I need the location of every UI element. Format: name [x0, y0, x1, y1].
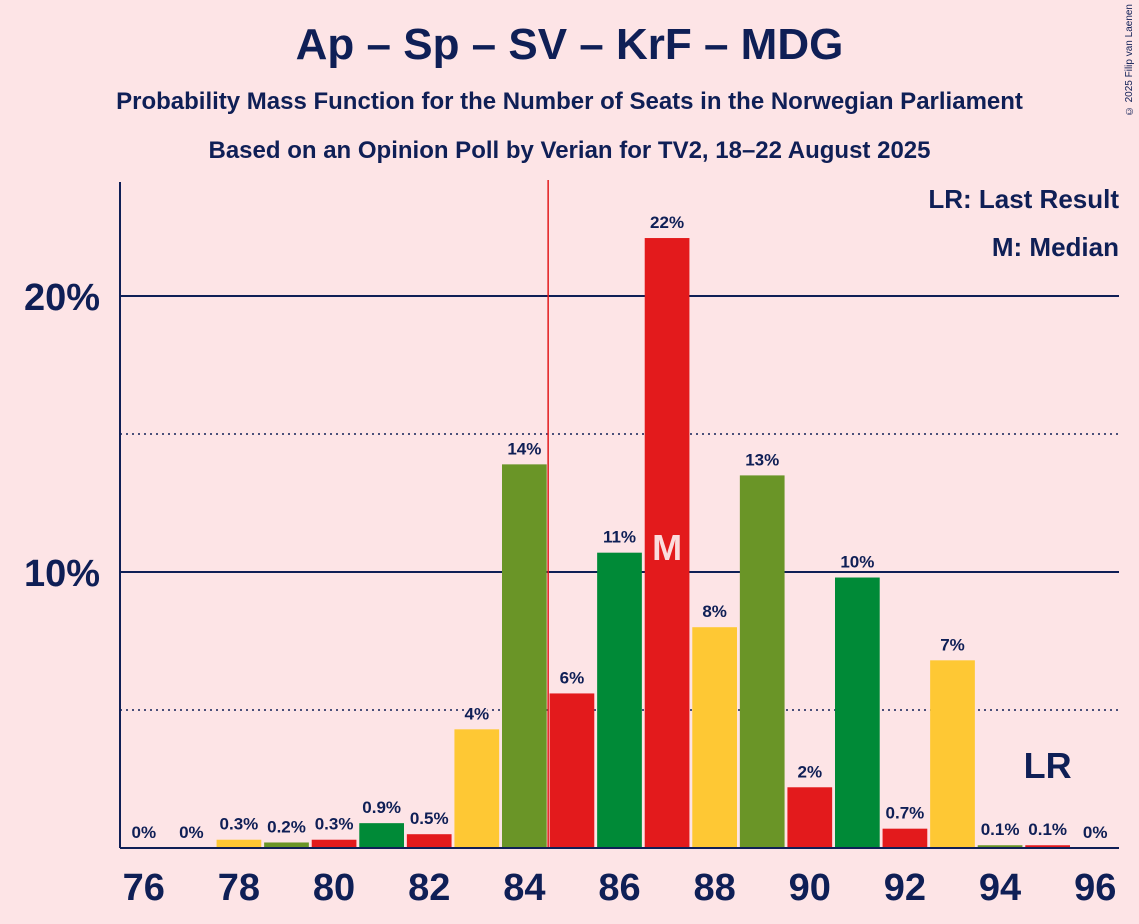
bar-93 — [930, 660, 975, 848]
bar-90 — [787, 787, 833, 848]
data-label-78: 0.3% — [220, 815, 259, 834]
data-label-90: 2% — [797, 762, 822, 781]
bar-78 — [216, 839, 262, 848]
bar-95 — [1025, 845, 1071, 848]
bar-91 — [834, 577, 880, 848]
bar-86 — [597, 552, 642, 848]
bar-81 — [359, 823, 405, 848]
bar-85 — [549, 693, 595, 848]
bar-92 — [882, 828, 928, 848]
bar-87 — [644, 238, 690, 849]
bar-79 — [264, 842, 309, 848]
x-tick-label: 90 — [789, 867, 831, 909]
x-tick-label: 78 — [218, 867, 260, 909]
x-tick-label: 96 — [1074, 867, 1116, 909]
bar-94 — [977, 845, 1023, 848]
bar-82 — [406, 834, 452, 848]
data-label-85: 6% — [560, 668, 585, 687]
data-label-76: 0% — [131, 823, 156, 842]
chart-subtitle: Probability Mass Function for the Number… — [116, 88, 1023, 115]
x-tick-label: 92 — [884, 867, 926, 909]
data-label-77: 0% — [179, 823, 204, 842]
bar-84 — [501, 464, 547, 848]
data-label-80: 0.3% — [315, 815, 354, 834]
data-label-81: 0.9% — [362, 798, 401, 817]
bar-89 — [739, 475, 785, 848]
data-label-87: 22% — [650, 213, 684, 232]
data-label-89: 13% — [745, 450, 779, 469]
data-label-92: 0.7% — [886, 804, 925, 823]
x-tick-label: 76 — [123, 867, 165, 909]
y-tick-label: 20% — [24, 277, 100, 319]
data-label-95: 0.1% — [1028, 820, 1067, 839]
data-label-94: 0.1% — [981, 820, 1020, 839]
data-label-86: 11% — [603, 528, 636, 547]
x-tick-label: 94 — [979, 867, 1021, 909]
last-result-marker: LR — [1024, 745, 1072, 786]
chart-subtitle-source: Based on an Opinion Poll by Verian for T… — [208, 137, 931, 164]
data-label-96: 0% — [1083, 823, 1108, 842]
data-label-84: 14% — [507, 439, 541, 458]
bar-83 — [454, 729, 500, 848]
median-marker: M — [652, 527, 682, 568]
y-tick-label: 10% — [24, 553, 100, 595]
x-tick-label: 88 — [694, 867, 736, 909]
x-tick-label: 86 — [598, 867, 640, 909]
data-label-88: 8% — [702, 602, 727, 621]
legend-last-result: LR: Last Result — [928, 184, 1119, 214]
x-tick-label: 84 — [503, 867, 545, 909]
bar-80 — [311, 839, 357, 848]
bar-88 — [692, 627, 738, 848]
data-label-83: 4% — [464, 704, 489, 723]
data-label-82: 0.5% — [410, 809, 449, 828]
data-label-79: 0.2% — [267, 817, 306, 836]
data-label-91: 10% — [840, 553, 874, 572]
data-label-93: 7% — [940, 635, 965, 654]
chart-title: Ap – Sp – SV – KrF – MDG — [295, 20, 844, 69]
x-tick-label: 82 — [408, 867, 450, 909]
legend-median: M: Median — [991, 232, 1119, 262]
x-tick-label: 80 — [313, 867, 355, 909]
